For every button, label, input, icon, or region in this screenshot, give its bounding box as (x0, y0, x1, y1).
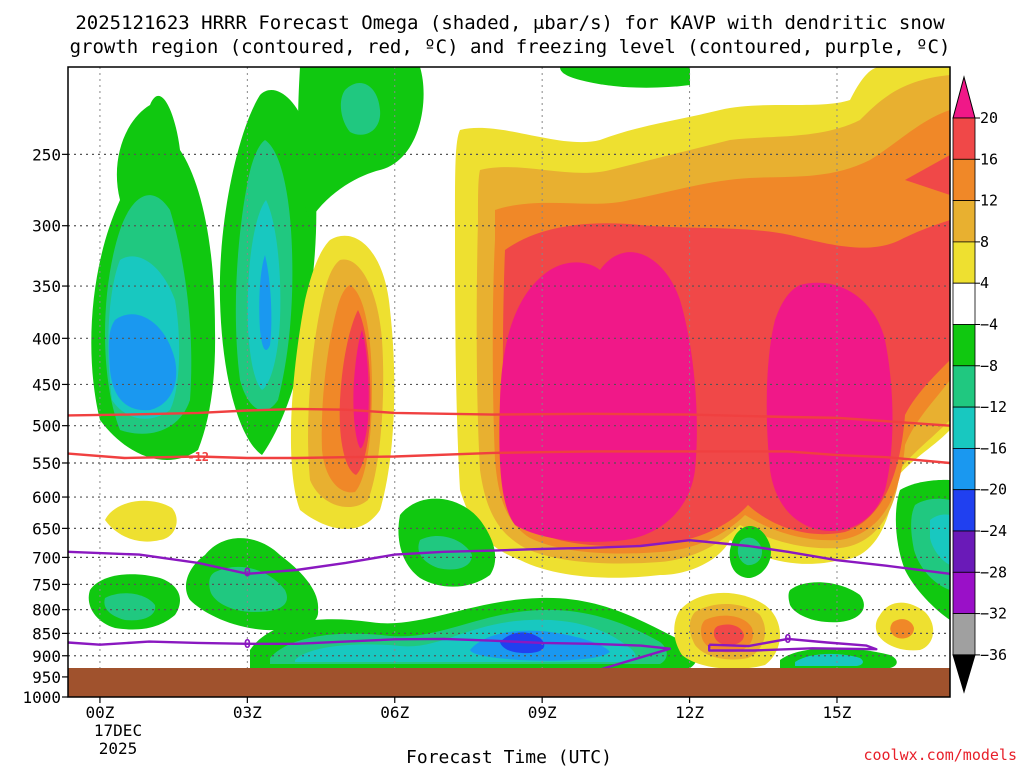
colorbar-label: −12 (980, 398, 1007, 416)
omega-region (560, 67, 690, 88)
y-tick-label: 450 (32, 375, 61, 394)
colorbar-segment (952, 200, 976, 243)
colorbar-segment (952, 324, 976, 367)
y-tick-label: 800 (32, 601, 61, 620)
x-tick-label: 03Z (233, 703, 262, 722)
colorbar-label: −8 (980, 357, 998, 375)
credit-text: coolwx.com/models (863, 746, 1017, 764)
colorbar-segment (952, 447, 976, 491)
colorbar-segment (952, 158, 976, 202)
contour-line (708, 637, 878, 652)
y-tick-label: 900 (32, 647, 61, 666)
colorbar-segment (952, 489, 976, 532)
colorbar-label: 12 (980, 192, 998, 210)
omega-shading (88, 67, 950, 669)
colorbar-segment (952, 365, 976, 408)
colorbar-segment (952, 530, 976, 573)
plot-area: -12 0 0 0 (68, 67, 950, 697)
omega-region (766, 282, 893, 531)
omega-region (499, 252, 697, 542)
omega-region (905, 155, 950, 195)
y-tick-label: 250 (32, 145, 61, 164)
colorbar-label: −20 (980, 481, 1007, 499)
colorbar-segment (952, 613, 976, 656)
x-tick-label: 06Z (380, 703, 409, 722)
x-date-label-year: 2025 (99, 739, 138, 758)
contour-line (68, 637, 672, 683)
y-tick-label: 950 (32, 668, 61, 687)
contour-label: 0 (244, 566, 251, 580)
colorbar-label: −36 (980, 646, 1007, 664)
x-date-label-day: 17DEC (94, 721, 142, 740)
omega-region (259, 255, 272, 350)
contour-line (68, 539, 950, 575)
y-axis: 250 300 350 400 450 500 550 600 650 700 750 800 850 9… (22, 145, 68, 707)
colorbar-top-triangle (952, 75, 976, 119)
contour-label: 0 (244, 637, 251, 651)
colorbar-label: 8 (980, 233, 989, 251)
colorbar-segment (952, 571, 976, 614)
colorbar-label: −28 (980, 563, 1007, 581)
y-tick-label: 1000 (22, 688, 61, 707)
colorbar-label: 20 (980, 109, 998, 127)
omega-region (340, 82, 381, 135)
y-tick-label: 300 (32, 217, 61, 236)
colorbar-segment (952, 117, 976, 160)
colorbar-segment (952, 406, 976, 449)
chart-title-line-1: 2025121623 HRRR Forecast Omega (shaded, … (75, 12, 945, 34)
plot-frame (67, 66, 951, 698)
omega-region (930, 514, 950, 565)
contour-line (68, 407, 950, 427)
omega-region (298, 67, 424, 220)
y-tick-label: 750 (32, 575, 61, 594)
y-tick-label: 850 (32, 624, 61, 643)
colorbar-bottom-triangle (952, 654, 976, 694)
x-tick-label: 09Z (528, 703, 557, 722)
omega-region (353, 330, 369, 449)
x-axis: 00Z 03Z 06Z 09Z 12Z 15Z (85, 697, 852, 722)
colorbar-segment (952, 241, 976, 284)
chart-title-line-2: growth region (contoured, red, ºC) and f… (70, 36, 951, 58)
contours: -12 0 0 0 (68, 407, 950, 683)
omega-region (788, 582, 864, 623)
colorbar-label: −32 (980, 605, 1007, 623)
omega-region (209, 566, 287, 612)
x-tick-label: 00Z (85, 703, 114, 722)
omega-region (105, 500, 177, 542)
y-tick-label: 700 (32, 548, 61, 567)
contour-label: -12 (187, 450, 209, 464)
colorbar-label: 16 (980, 150, 998, 168)
omega-region (713, 624, 744, 646)
colorbar-label: 4 (980, 274, 989, 292)
y-tick-label: 400 (32, 329, 61, 348)
x-tick-label: 15Z (823, 703, 852, 722)
contour-line (68, 450, 950, 465)
colorbar: 20 16 12 8 4 −4 −8 −12 −16 −20 −24 −28 −32 −36 (952, 75, 1007, 694)
contour-label: 0 (784, 632, 791, 646)
colorbar-label: −24 (980, 522, 1007, 540)
omega-region (795, 653, 863, 666)
colorbar-segment (952, 282, 976, 325)
y-tick-label: 500 (32, 417, 61, 436)
ground-surface (68, 668, 950, 697)
colorbar-label: −16 (980, 439, 1007, 457)
y-tick-label: 550 (32, 454, 61, 473)
y-tick-label: 600 (32, 488, 61, 507)
x-axis-title: Forecast Time (UTC) (406, 747, 612, 768)
x-tick-label: 12Z (675, 703, 704, 722)
y-tick-label: 650 (32, 519, 61, 538)
omega-region (104, 593, 156, 621)
y-tick-label: 350 (32, 277, 61, 296)
colorbar-label: −4 (980, 316, 998, 334)
